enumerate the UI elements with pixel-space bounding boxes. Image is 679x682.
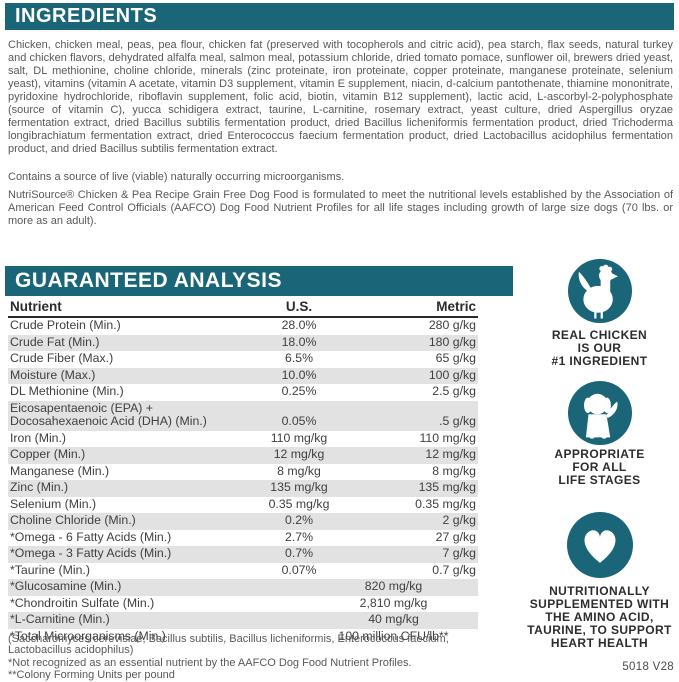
metric-cell: 100 g/kg — [428, 367, 476, 382]
nutrient-cell: Crude Fiber (Max.) — [10, 351, 114, 365]
us-cell: 2.7% — [284, 529, 314, 544]
table-row: *L-Carnitine (Min.) 40 mg/kg — [8, 612, 478, 629]
footnote-not-recognized: *Not recognized as an essential nutrient… — [8, 656, 412, 669]
table-row: Iron (Min.) 110 mg/kg 110 mg/kg — [8, 431, 478, 448]
us-cell: 0.35 mg/kg — [268, 496, 330, 511]
table-row: *Chondroitin Sulfate (Min.) 2,810 mg/kg — [8, 596, 478, 613]
metric-cell: 7 g/kg — [442, 546, 477, 560]
metric-cell: 12 mg/kg — [425, 447, 476, 461]
table-row: Selenium (Min.) 0.35 mg/kg 0.35 mg/kg — [8, 497, 478, 514]
table-row: DL Methionine (Min.) 0.25% 2.5 g/kg — [8, 384, 478, 401]
chicken-icon — [567, 259, 632, 323]
metric-cell: 280 g/kg — [428, 318, 476, 332]
nutrient-cell: Moisture (Max.) — [10, 367, 96, 382]
combined-value-cell: 100 million CFU/lb** — [338, 628, 449, 643]
us-cell: 18.0% — [281, 334, 317, 349]
combined-value-cell: 40 mg/kg — [368, 612, 419, 626]
ingredients-title: INGREDIENTS — [15, 5, 158, 27]
dog-badge — [520, 381, 679, 445]
metric-cell: 27 g/kg — [435, 529, 476, 544]
nutrient-cell: DL Methionine (Min.) — [10, 384, 124, 398]
nutrient-cell: Zinc (Min.) — [10, 480, 69, 494]
nutrient-cell: Selenium (Min.) — [10, 496, 97, 511]
metric-cell: 0.7 g/kg — [432, 562, 476, 577]
table-row: Zinc (Min.) 135 mg/kg 135 mg/kg — [8, 480, 478, 497]
heart-badge-caption: NUTRITIONALLY SUPPLEMENTED WITH THE AMIN… — [527, 584, 672, 650]
nutrient-cell: Eicosapentaenoic (EPA) + Docosahexaenoic… — [10, 400, 207, 428]
combined-value-cell: 820 mg/kg — [364, 579, 423, 593]
us-cell: 0.25% — [281, 384, 317, 398]
heart-icon — [566, 512, 633, 578]
nutrient-cell: Crude Protein (Min.) — [10, 318, 121, 332]
table-row: Crude Fiber (Max.) 6.5% 65 g/kg — [8, 351, 478, 368]
nutrient-cell: *Omega - 3 Fatty Acids (Min.) — [10, 546, 172, 560]
metric-cell: 2.5 g/kg — [432, 384, 476, 398]
column-header-metric: Metric — [436, 299, 476, 314]
us-cell: 0.05% — [281, 414, 317, 428]
metric-cell: 8 mg/kg — [432, 463, 476, 478]
chicken-badge — [520, 259, 679, 323]
footnote-cfu: **Colony Forming Units per pound — [8, 668, 175, 681]
ingredients-list-text: Chicken, chicken meal, peas, pea flour, … — [8, 39, 673, 155]
nutrient-cell: *Glucosamine (Min.) — [10, 579, 122, 593]
table-row: *Taurine (Min.) 0.07% 0.7 g/kg — [8, 563, 478, 580]
us-cell: 110 mg/kg — [270, 430, 328, 445]
guaranteed-analysis-title: GUARANTEED ANALYSIS — [15, 269, 282, 292]
table-row: Copper (Min.) 12 mg/kg 12 mg/kg — [8, 447, 478, 464]
ingredients-section-header: INGREDIENTS — [5, 3, 674, 30]
nutrient-cell: *Taurine (Min.) — [10, 562, 90, 577]
nutrient-cell: *Total Microorganisms (Min.) — [10, 628, 166, 643]
metric-cell: 110 mg/kg — [419, 430, 476, 445]
table-footnotes: (Saccharomyces cerevisiae, Bacillus subt… — [8, 633, 486, 682]
metric-cell: 65 g/kg — [435, 351, 476, 365]
dog-badge-caption: APPROPRIATE FOR ALL LIFE STAGES — [554, 447, 645, 487]
table-header-row: Nutrient U.S. Metric — [8, 299, 478, 318]
guaranteed-analysis-table: Nutrient U.S. Metric Crude Protein (Min.… — [8, 299, 478, 645]
nutrient-cell: Crude Fat (Min.) — [10, 334, 100, 349]
nutrient-cell: *Omega - 6 Fatty Acids (Min.) — [10, 529, 172, 544]
product-code: 5018 V28 — [622, 661, 674, 673]
metric-cell: 0.35 mg/kg — [415, 496, 476, 511]
combined-value-cell: 2,810 mg/kg — [359, 595, 428, 610]
us-cell: 135 mg/kg — [270, 480, 328, 494]
us-cell: 28.0% — [281, 318, 317, 332]
nutrient-cell: Manganese (Min.) — [10, 463, 110, 478]
dog-icon — [567, 381, 632, 445]
metric-cell: 180 g/kg — [428, 334, 476, 349]
heart-badge — [520, 512, 679, 578]
us-cell: 0.7% — [284, 546, 314, 560]
guaranteed-analysis-section-header: GUARANTEED ANALYSIS — [5, 266, 513, 296]
table-row: Moisture (Max.) 10.0% 100 g/kg — [8, 367, 478, 384]
table-row: Choline Chloride (Min.) 0.2% 2 g/kg — [8, 513, 478, 530]
column-header-nutrient: Nutrient — [10, 299, 62, 314]
aafco-formulation-note: NutriSource® Chicken & Pea Recipe Grain … — [8, 189, 673, 227]
contains-microorganisms-note: Contains a source of live (viable) natur… — [8, 171, 345, 183]
table-row: *Total Microorganisms (Min.) 100 million… — [8, 629, 478, 646]
us-cell: 0.2% — [284, 513, 314, 527]
column-header-us: U.S. — [285, 299, 313, 314]
nutrient-cell: Iron (Min.) — [10, 430, 67, 445]
nutrient-cell: *Chondroitin Sulfate (Min.) — [10, 595, 155, 610]
metric-cell: 135 mg/kg — [418, 480, 476, 494]
metric-cell: .5 g/kg — [439, 414, 476, 428]
nutrient-cell: *L-Carnitine (Min.) — [10, 612, 110, 626]
table-row: *Glucosamine (Min.) 820 mg/kg — [8, 579, 478, 596]
table-row: Manganese (Min.) 8 mg/kg 8 mg/kg — [8, 464, 478, 481]
table-row: *Omega - 3 Fatty Acids (Min.) 0.7% 7 g/k… — [8, 546, 478, 563]
footnote-microorganism-species: (Saccharomyces cerevisiae, Bacillus subt… — [8, 633, 449, 657]
us-cell: 0.07% — [281, 562, 317, 577]
us-cell: 10.0% — [281, 367, 317, 382]
us-cell: 8 mg/kg — [277, 463, 321, 478]
nutrient-cell: Copper (Min.) — [10, 447, 86, 461]
table-row: Crude Fat (Min.) 18.0% 180 g/kg — [8, 334, 478, 351]
analysis-table-body: Crude Protein (Min.) 28.0% 280 g/kg Crud… — [8, 318, 478, 645]
nutrient-cell: Choline Chloride (Min.) — [10, 513, 136, 527]
us-cell: 12 mg/kg — [273, 447, 325, 461]
chicken-badge-caption: REAL CHICKEN IS OUR #1 INGREDIENT — [551, 328, 648, 368]
table-row: *Omega - 6 Fatty Acids (Min.) 2.7% 27 g/… — [8, 530, 478, 547]
metric-cell: 2 g/kg — [442, 513, 477, 527]
us-cell: 6.5% — [284, 351, 314, 365]
table-row: Eicosapentaenoic (EPA) + Docosahexaenoic… — [8, 400, 478, 431]
table-row: Crude Protein (Min.) 28.0% 280 g/kg — [8, 318, 478, 335]
